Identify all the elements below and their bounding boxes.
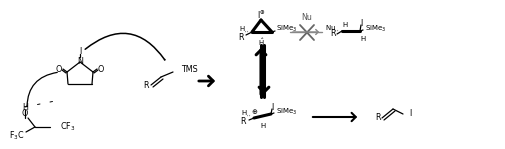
Text: R: R [143, 80, 148, 90]
Text: $\mathsf{SiMe_3}$: $\mathsf{SiMe_3}$ [364, 24, 386, 34]
Text: I: I [408, 110, 411, 118]
Text: $\mathrm{H_{,\!,}}$: $\mathrm{H_{,\!,}}$ [240, 108, 250, 118]
Text: H: H [22, 103, 28, 111]
Text: R: R [330, 30, 335, 38]
Text: $\mathrm{Nu_{,\!,}}$: $\mathrm{Nu_{,\!,}}$ [325, 23, 339, 33]
Text: I: I [79, 46, 81, 55]
Text: R: R [374, 114, 380, 122]
Text: $'\!\mathrm{H}$: $'\!\mathrm{H}$ [359, 34, 366, 44]
Text: $\hat{\mathrm{H}}$: $\hat{\mathrm{H}}$ [257, 36, 264, 48]
Text: $\oplus$: $\oplus$ [251, 107, 258, 115]
Text: $\mathrm{H_{,\!,}}$: $\mathrm{H_{,\!,}}$ [238, 24, 248, 34]
Text: R: R [238, 32, 243, 42]
Text: $'\!\mathrm{H}$: $'\!\mathrm{H}$ [259, 121, 266, 131]
Text: N: N [77, 58, 83, 66]
Text: O: O [97, 65, 104, 73]
Text: Nu: Nu [301, 14, 312, 22]
Text: O: O [56, 65, 62, 73]
Text: $\mathsf{CF_3}$: $\mathsf{CF_3}$ [60, 121, 75, 133]
Text: H: H [342, 22, 347, 28]
Text: I: I [270, 103, 273, 111]
Text: R: R [240, 117, 245, 125]
Text: $\mathsf{SiMe_3}$: $\mathsf{SiMe_3}$ [275, 24, 297, 34]
FancyArrowPatch shape [85, 33, 165, 60]
Text: I: I [359, 18, 362, 28]
FancyArrowPatch shape [27, 72, 57, 106]
Text: $\mathsf{F_3C}$: $\mathsf{F_3C}$ [9, 130, 25, 142]
Text: $\mathsf{I}^{\oplus}$: $\mathsf{I}^{\oplus}$ [256, 9, 265, 21]
Text: $\mathsf{SiMe_3}$: $\mathsf{SiMe_3}$ [275, 107, 297, 117]
Text: TMS: TMS [181, 66, 197, 74]
Text: O: O [22, 110, 28, 118]
